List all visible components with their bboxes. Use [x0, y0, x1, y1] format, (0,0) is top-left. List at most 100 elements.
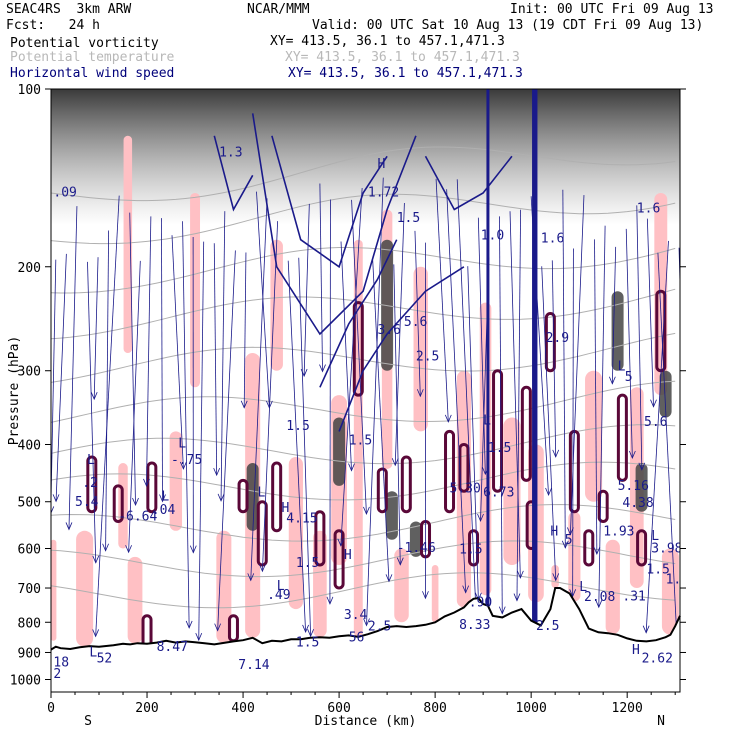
field-label-theta: Potential temperature: [10, 50, 175, 65]
pv-shade-column: [76, 530, 94, 647]
wind-vector: [414, 230, 421, 397]
contour-label: L: [483, 414, 491, 429]
wind-vector-head: [65, 522, 73, 531]
contour-label: 4.15: [286, 511, 317, 526]
y-tick-label: 400: [18, 439, 41, 454]
theta-contour: [51, 247, 676, 294]
y-tick-label: 500: [18, 496, 41, 511]
wind-vector-head: [498, 606, 506, 615]
wind-vector-head: [125, 545, 132, 554]
pv-shade-column: [456, 370, 472, 608]
wind-vector-head: [180, 461, 187, 470]
wind-vector: [340, 187, 363, 546]
contour-label: H: [282, 501, 290, 516]
pv-shade-column: [123, 135, 133, 354]
wind-vector-head: [189, 545, 197, 554]
pv-contour: [314, 510, 326, 567]
wind-vector: [569, 195, 585, 535]
wind-vector: [182, 221, 190, 628]
contour-label: 52: [97, 651, 113, 666]
forecast-hour: Fcst: 24 h: [6, 18, 100, 33]
contour-label: 2: [53, 667, 61, 682]
contour-label: 1.8: [666, 573, 689, 588]
wind-vector-head: [608, 376, 616, 385]
field-xy-theta: XY= 413.5, 36.1 to 457.1,471.3: [285, 50, 520, 65]
valid-time: Valid: 00 UTC Sat 10 Aug 13 (19 CDT Fri …: [312, 18, 704, 33]
center-label: NCAR/MMM: [247, 2, 310, 17]
wind-vector: [657, 252, 678, 637]
contour-labels: .091.3H1.721.51.0 1.61.63.65.62.52.9L55.6…: [53, 145, 689, 682]
wind-vector: [480, 257, 490, 521]
contour-label: .49: [267, 588, 290, 603]
wind-speed-contour: [424, 155, 513, 211]
contour-label: 1.6: [637, 202, 660, 217]
wind-vector-head: [396, 557, 404, 566]
pv-contour: [256, 500, 268, 567]
pv-contour: [376, 467, 388, 514]
contour-label: H: [344, 548, 352, 563]
pv-contour: [520, 385, 532, 482]
y-tick-label: 600: [18, 542, 41, 557]
wind-vector-head: [259, 564, 266, 573]
field-xy-wind: XY= 413.5, 36.1 to 457.1,471.3: [288, 66, 523, 81]
contour-label: 18: [53, 655, 69, 670]
y-tick-label: 700: [18, 582, 41, 597]
wind-vector-head: [247, 573, 255, 582]
field-label-wind: Horizontal wind speed: [10, 66, 175, 81]
x-axis-label: Distance (km): [315, 714, 417, 729]
contour-label: -1.46: [397, 541, 436, 556]
wind-vector: [366, 177, 384, 626]
contour-label: 1.5: [488, 441, 511, 456]
wind-vector: [541, 266, 557, 581]
wind-vector: [477, 217, 486, 475]
wind-vector: [516, 209, 521, 601]
y-tick-label: 1000: [10, 673, 41, 688]
field-xy-pv: XY= 413.5, 36.1 to 457.1,471.3: [270, 34, 505, 49]
pv-strong-shade: [635, 463, 648, 512]
pv-strong-shade: [409, 521, 422, 557]
wind-speed-contour: [319, 239, 398, 388]
contour-label: 2.5: [416, 349, 439, 364]
wind-vector: [68, 206, 78, 530]
wind-vector: [646, 218, 654, 407]
wind-vector: [446, 189, 467, 593]
pv-shade-column: [190, 192, 201, 388]
wind-vector-head: [595, 600, 603, 609]
contour-label: .31: [622, 590, 645, 605]
terrain-fill: [51, 588, 680, 692]
pv-contour: [112, 484, 124, 523]
wind-speed-contour: [271, 135, 388, 269]
wind-vector: [562, 189, 566, 548]
wind-vector: [499, 216, 503, 614]
wind-vector: [329, 199, 331, 604]
wind-vector-head: [513, 593, 521, 602]
wind-vector: [435, 178, 449, 422]
wind-vector-head: [214, 623, 222, 632]
contour-label: 2.9: [546, 331, 569, 346]
wind-vector: [93, 257, 99, 400]
contour-label: 1.5: [296, 556, 319, 571]
wind-vector: [250, 198, 268, 581]
wind-vector: [572, 248, 574, 597]
x-tick-label: 400: [231, 701, 254, 716]
pv-strong-shade: [246, 463, 259, 531]
wind-vector: [530, 196, 549, 496]
wind-vector: [319, 183, 323, 372]
x-tick-label: 800: [423, 701, 446, 716]
contour-label: 1.3: [219, 145, 242, 160]
wind-vector: [456, 179, 477, 608]
pv-contour: [468, 529, 480, 567]
wind-vector-head: [300, 368, 308, 378]
contour-label: 5.4: [75, 495, 99, 510]
y-tick-label: 300: [18, 365, 41, 380]
wind-speed-contour: [213, 135, 254, 212]
x-tick-label: 1200: [612, 701, 643, 716]
pv-shade-column: [585, 370, 603, 502]
contour-label: 56: [349, 630, 365, 645]
wind-vector: [636, 205, 643, 470]
wind-vector: [105, 230, 110, 551]
contour-label: 1.5: [459, 543, 482, 558]
wind-vector-head: [685, 566, 691, 573]
pv-contour: [352, 301, 364, 397]
wind-vector: [625, 228, 633, 459]
